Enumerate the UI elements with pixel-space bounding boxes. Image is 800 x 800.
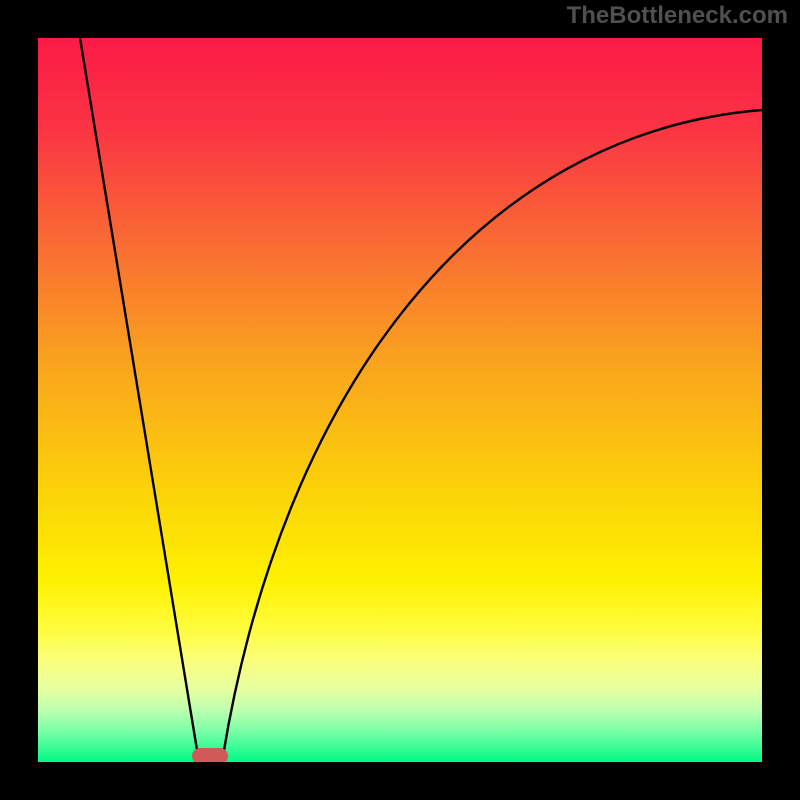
curve-right-arc <box>223 110 762 756</box>
plot-area <box>38 38 762 762</box>
sweet-spot-marker <box>192 748 228 762</box>
chart-frame: TheBottleneck.com <box>0 0 800 800</box>
frame-border-bottom <box>0 762 800 800</box>
watermark-text: TheBottleneck.com <box>567 2 788 30</box>
frame-border-left <box>0 0 38 800</box>
bottleneck-curve <box>38 38 762 762</box>
curve-left-line <box>80 38 198 756</box>
frame-border-right <box>762 0 800 800</box>
